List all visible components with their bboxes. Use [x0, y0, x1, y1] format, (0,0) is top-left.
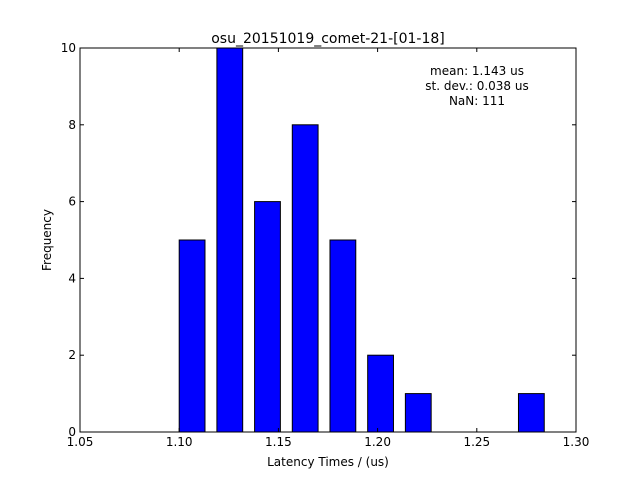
bars-group: [178, 47, 545, 433]
x-tick-label: 1.10: [166, 435, 193, 449]
histogram-bar: [291, 124, 319, 433]
histogram-bar: [178, 239, 206, 433]
stats-annotation: mean: 1.143 us st. dev.: 0.038 us NaN: 1…: [425, 64, 528, 108]
x-tick-label: 1.30: [563, 435, 590, 449]
histogram-bar: [404, 393, 432, 433]
histogram-bar: [216, 47, 244, 433]
histogram-bar: [367, 354, 394, 433]
chart-title: osu_20151019_comet-21-[01-18]: [211, 31, 445, 47]
annotation-nan: NaN: 111: [449, 94, 505, 108]
x-tick-label: 1.20: [364, 435, 391, 449]
x-tick-label: 1.25: [463, 435, 490, 449]
axis-ticks: 1.05 1.10 1.15 1.20 1.25 1.30 0 2 4 6 8 10: [61, 41, 590, 449]
x-tick-label: 1.05: [67, 435, 94, 449]
y-tick-label: 4: [68, 271, 76, 285]
y-tick-label: 8: [68, 118, 76, 132]
annotation-mean: mean: 1.143 us: [430, 64, 524, 78]
y-tick-label: 2: [68, 348, 76, 362]
histogram-bar: [254, 201, 281, 433]
annotation-stdev: st. dev.: 0.038 us: [425, 79, 528, 93]
y-axis-label: Frequency: [40, 209, 54, 271]
y-tick-label: 10: [61, 41, 76, 55]
plot-frame: [79, 47, 577, 433]
x-axis-label: Latency Times / (us): [267, 455, 389, 469]
y-tick-label: 0: [68, 425, 76, 439]
x-tick-label: 1.15: [265, 435, 292, 449]
histogram-bar: [517, 393, 545, 433]
y-tick-label: 6: [68, 195, 76, 209]
histogram-bar: [329, 239, 357, 433]
